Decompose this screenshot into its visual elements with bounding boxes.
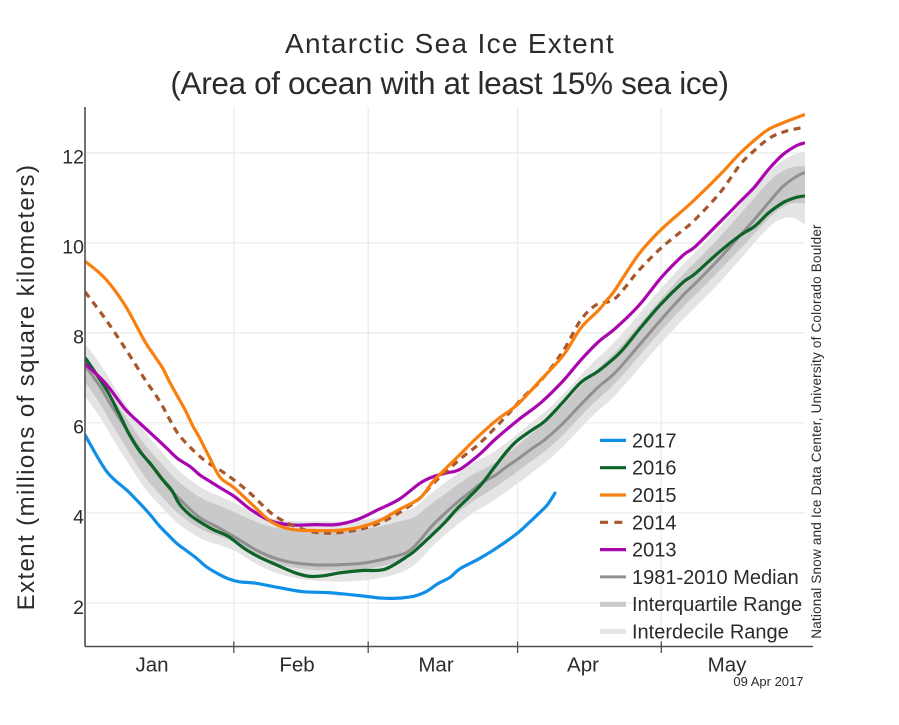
svg-text:6: 6 xyxy=(73,417,84,439)
svg-text:10: 10 xyxy=(62,237,84,259)
svg-text:1981-2010 Median: 1981-2010 Median xyxy=(632,567,799,589)
svg-text:May: May xyxy=(708,653,747,676)
svg-text:Feb: Feb xyxy=(279,653,314,676)
svg-text:Jan: Jan xyxy=(135,653,168,676)
svg-text:Interdecile Range: Interdecile Range xyxy=(632,622,789,644)
svg-text:2: 2 xyxy=(73,597,84,619)
svg-text:2014: 2014 xyxy=(632,512,677,534)
svg-text:2016: 2016 xyxy=(632,458,677,480)
svg-text:Interquartile Range: Interquartile Range xyxy=(632,594,802,616)
svg-text:2013: 2013 xyxy=(632,540,677,562)
svg-text:12: 12 xyxy=(62,147,84,169)
svg-text:2017: 2017 xyxy=(632,430,677,452)
svg-text:09 Apr 2017: 09 Apr 2017 xyxy=(733,674,803,689)
svg-text:Apr: Apr xyxy=(567,653,599,676)
svg-text:Mar: Mar xyxy=(418,653,453,676)
svg-text:4: 4 xyxy=(73,507,84,529)
svg-text:Antarctic Sea Ice Extent: Antarctic Sea Ice Extent xyxy=(285,28,615,59)
svg-text:(Area of ocean with at least 1: (Area of ocean with at least 15% sea ice… xyxy=(170,65,728,101)
svg-text:8: 8 xyxy=(73,327,84,349)
svg-text:2015: 2015 xyxy=(632,485,677,507)
svg-text:National Snow and Ice Data Cen: National Snow and Ice Data Center, Unive… xyxy=(809,224,824,639)
svg-text:Extent (millions of square kil: Extent (millions of square kilometers) xyxy=(13,164,40,611)
